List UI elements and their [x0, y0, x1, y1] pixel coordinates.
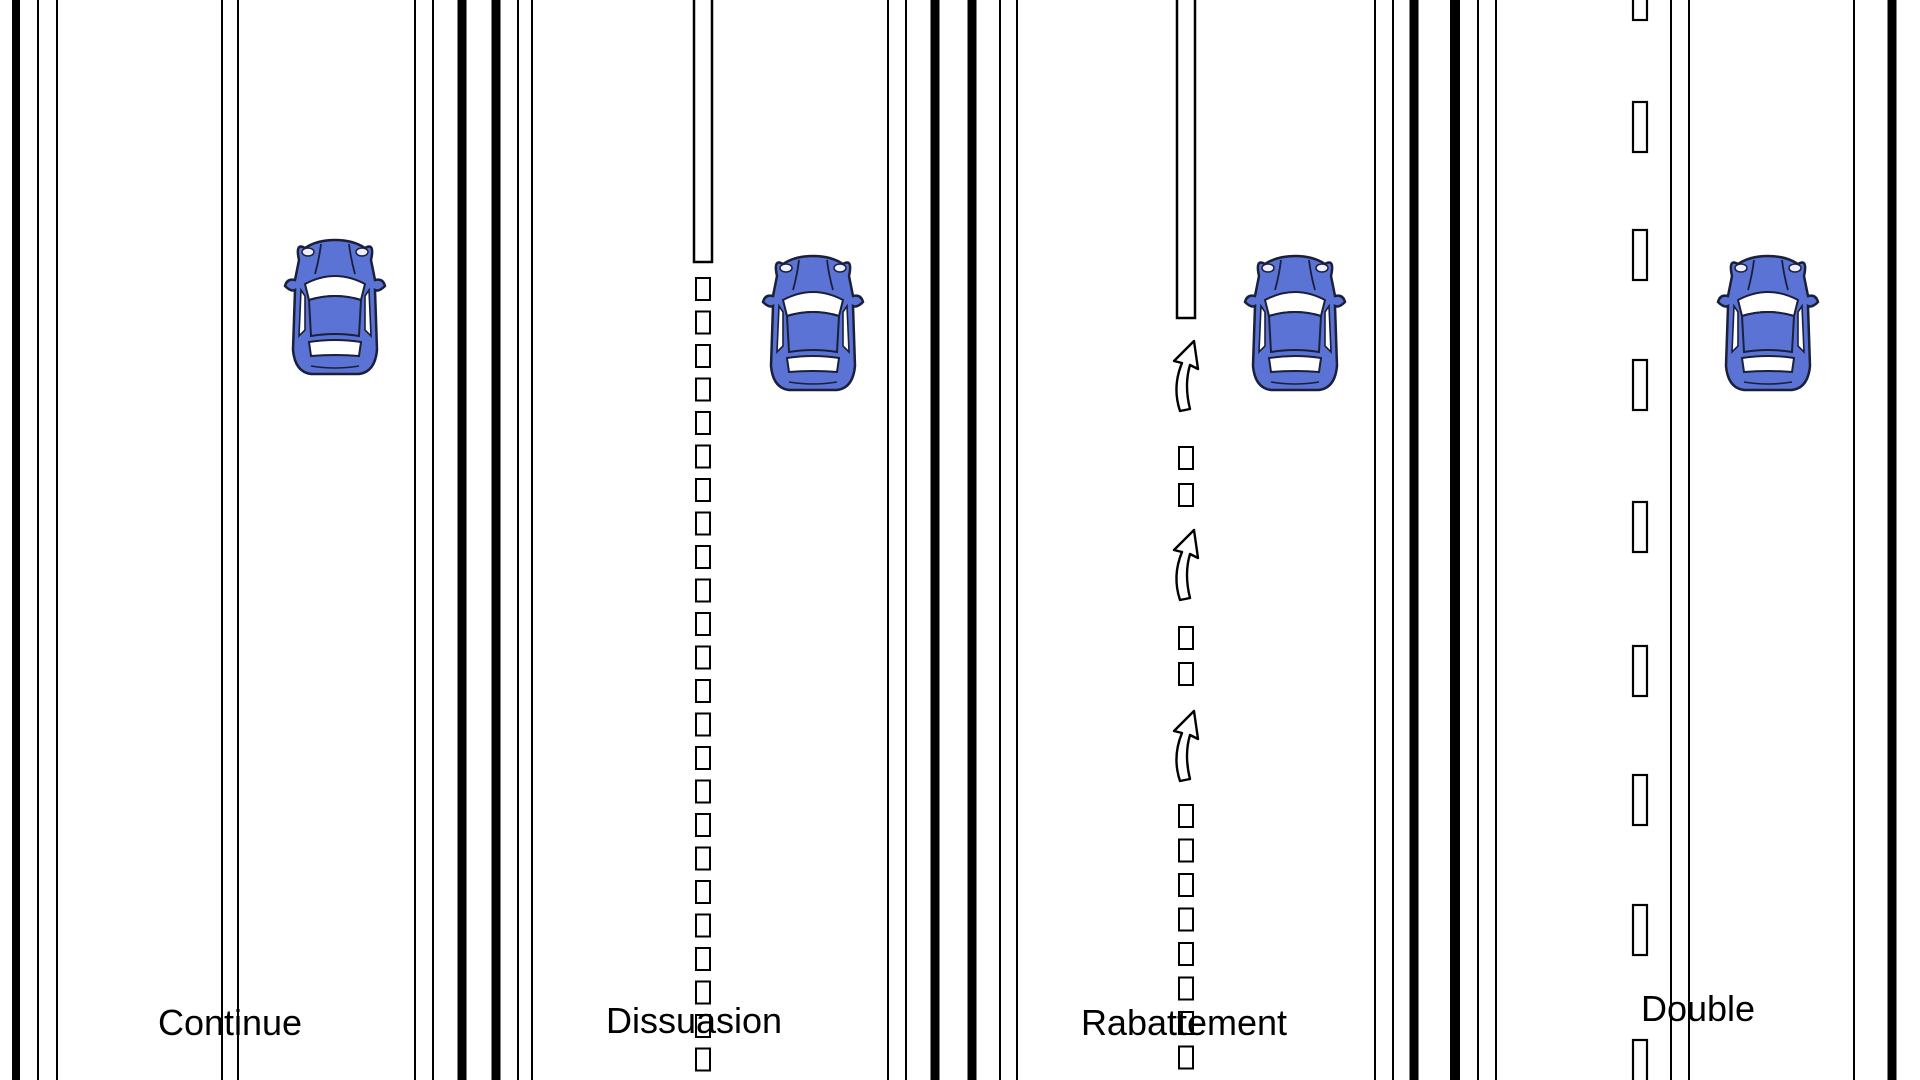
car-icon — [1243, 254, 1347, 392]
short-dash — [1178, 873, 1194, 897]
long-dash — [1631, 358, 1649, 412]
short-dash — [1178, 976, 1194, 1001]
car-icon — [283, 238, 387, 376]
thin-edge-line — [999, 0, 1001, 1080]
thin-edge-line — [1374, 0, 1376, 1080]
short-dash — [695, 444, 711, 469]
thin-edge-line — [531, 0, 533, 1080]
short-dash — [1178, 446, 1194, 470]
thick-edge-line — [1887, 0, 1897, 1080]
continuous-line-segment — [692, 0, 714, 264]
lane-markings — [692, 0, 1649, 1080]
thick-edge-line — [967, 0, 977, 1080]
short-dash — [695, 779, 711, 804]
short-dash — [1178, 626, 1194, 650]
thin-edge-line — [414, 0, 416, 1080]
short-dash — [695, 478, 711, 502]
thick-edge-line — [12, 0, 20, 1080]
short-dash — [1178, 1045, 1194, 1070]
short-dash — [695, 344, 711, 368]
thin-edge-line — [1392, 0, 1394, 1080]
long-dash — [1631, 903, 1649, 957]
car-icon — [1716, 254, 1820, 392]
short-dash — [695, 545, 711, 569]
long-dash — [1631, 1038, 1649, 1080]
thin-edge-line — [1477, 0, 1479, 1080]
long-dash — [1631, 228, 1649, 282]
thin-edge-line — [37, 0, 39, 1080]
return-arrow-icon — [1172, 339, 1200, 413]
continuous-line-segment — [1175, 0, 1197, 320]
label-dissuasion: Dissuasion — [605, 1000, 783, 1041]
short-dash — [695, 411, 711, 435]
short-dash — [1178, 483, 1194, 507]
thin-edge-line — [1016, 0, 1018, 1080]
thin-edge-line — [905, 0, 907, 1080]
short-dash — [695, 645, 711, 670]
label-double: Double — [1640, 988, 1756, 1029]
thin-edge-line — [517, 0, 519, 1080]
thin-edge-line — [56, 0, 58, 1080]
short-dash — [695, 880, 711, 904]
short-dash — [1178, 907, 1194, 932]
thick-edge-line — [457, 0, 467, 1080]
short-dash — [695, 1047, 711, 1072]
thin-edge-line — [1670, 0, 1672, 1080]
short-dash — [1178, 1011, 1194, 1035]
short-dash — [695, 277, 711, 301]
short-dash — [695, 947, 711, 971]
thick-edge-line — [1409, 0, 1419, 1080]
thick-edge-line — [1450, 0, 1460, 1080]
short-dash — [1178, 942, 1194, 966]
cars — [283, 238, 1820, 392]
short-dash — [1178, 804, 1194, 828]
thin-edge-line — [1853, 0, 1855, 1080]
short-dash — [695, 612, 711, 636]
long-dash — [1631, 500, 1649, 554]
return-arrow-icon — [1172, 528, 1200, 602]
short-dash — [695, 511, 711, 536]
long-dash — [1631, 0, 1649, 22]
label-continue: Continue — [157, 1002, 303, 1043]
short-dash — [695, 578, 711, 603]
short-dash — [695, 980, 711, 1005]
short-dash — [695, 679, 711, 703]
return-arrow-icon — [1172, 709, 1200, 783]
road-edge-lines — [12, 0, 1897, 1080]
label-rabattement: Rabattement — [1080, 1002, 1288, 1043]
long-dash — [1631, 773, 1649, 827]
short-dash — [695, 712, 711, 737]
thick-edge-line — [930, 0, 940, 1080]
short-dash — [1178, 662, 1194, 686]
short-dash — [1178, 838, 1194, 863]
long-dash — [1631, 644, 1649, 698]
long-dash — [1631, 100, 1649, 154]
thick-edge-line — [491, 0, 501, 1080]
thin-edge-line — [237, 0, 239, 1080]
short-dash — [695, 813, 711, 837]
short-dash — [695, 846, 711, 871]
thin-edge-line — [887, 0, 889, 1080]
thin-edge-line — [1688, 0, 1690, 1080]
thin-edge-line — [432, 0, 434, 1080]
thin-edge-line — [221, 0, 223, 1080]
short-dash — [695, 1014, 711, 1038]
thin-edge-line — [1495, 0, 1497, 1080]
car-icon — [761, 254, 865, 392]
short-dash — [695, 310, 711, 335]
short-dash — [695, 746, 711, 770]
short-dash — [695, 913, 711, 938]
short-dash — [695, 377, 711, 402]
